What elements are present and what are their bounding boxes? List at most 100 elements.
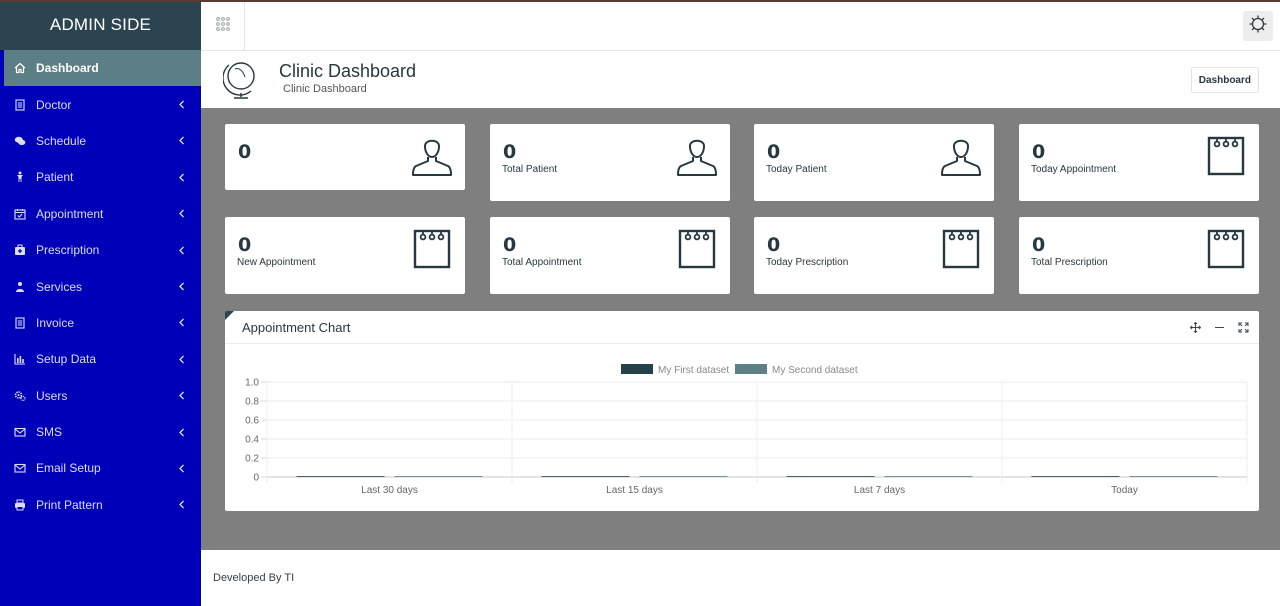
chart-panel-title: Appointment Chart: [242, 320, 351, 335]
legend-swatch: [621, 364, 653, 374]
sidebar-item-label: Print Pattern: [36, 497, 103, 512]
stat-label: Total Patient: [502, 164, 558, 175]
envelope-icon: [12, 461, 28, 475]
user-icon: [940, 135, 982, 177]
app-grid-button[interactable]: [201, 2, 245, 50]
notepad-icon: [1205, 228, 1247, 270]
page-header: Clinic Dashboard Clinic Dashboard Dashbo…: [201, 51, 1280, 108]
sidebar-item-label: Invoice: [36, 315, 75, 330]
y-tick-label: 0.8: [245, 397, 259, 408]
home-icon: [12, 61, 28, 75]
sidebar-item-sms[interactable]: SMS: [0, 414, 201, 450]
panel-corner-marker: [225, 311, 234, 320]
stat-card-total-patient[interactable]: 0 Total Patient: [490, 124, 730, 201]
chart-bar: [1129, 476, 1218, 477]
page-subtitle: Clinic Dashboard: [283, 83, 367, 95]
chevron-left-icon: [176, 354, 186, 364]
legend-swatch: [735, 364, 767, 374]
chevron-left-icon: [176, 391, 186, 401]
notepad-icon: [676, 228, 718, 270]
stat-card-total-prescription[interactable]: 0 Total Prescription: [1019, 217, 1259, 294]
chevron-left-icon: [176, 463, 186, 473]
appointment-chart-panel: Appointment Chart My First dataset My Sec…: [225, 311, 1259, 511]
page-title: Clinic Dashboard: [279, 61, 417, 81]
move-icon[interactable]: [1189, 321, 1201, 333]
sidebar-item-email-setup[interactable]: Email Setup: [0, 450, 201, 486]
top-accent-bar: [0, 0, 1280, 2]
sidebar-item-print-pattern[interactable]: Print Pattern: [0, 487, 201, 523]
envelope-icon: [12, 425, 28, 439]
chevron-left-icon: [176, 500, 186, 510]
chevron-left-icon: [176, 209, 186, 219]
legend-label: My Second dataset: [772, 365, 858, 376]
notepad-icon: [411, 228, 453, 270]
sidebar-item-label: Services: [36, 279, 83, 294]
sidebar-item-services[interactable]: Services: [0, 268, 201, 304]
chart-bar: [1031, 476, 1120, 477]
x-tick-label: Last 15 days: [606, 485, 663, 496]
top-bar: [201, 2, 1280, 51]
stat-label: New Appointment: [237, 257, 316, 268]
x-tick-label: Last 30 days: [361, 485, 418, 496]
sidebar-item-patient[interactable]: Patient: [0, 159, 201, 195]
chevron-left-icon: [176, 136, 186, 146]
chart-bar: [786, 476, 875, 477]
stat-card-today-prescription[interactable]: 0 Today Prescription: [754, 217, 994, 294]
stat-value: 0: [238, 234, 252, 256]
sidebar-item-appointment[interactable]: Appointment: [0, 196, 201, 232]
user-icon: [411, 135, 453, 177]
y-tick-label: 0.6: [245, 416, 259, 427]
sidebar-item-label: Dashboard: [36, 61, 99, 76]
chart-bar: [541, 476, 630, 477]
legend-label: My First dataset: [658, 365, 729, 376]
chevron-left-icon: [176, 100, 186, 110]
stat-card-total-appointment[interactable]: 0 Total Appointment: [490, 217, 730, 294]
sidebar-item-users[interactable]: Users: [0, 378, 201, 414]
sidebar-item-setup-data[interactable]: Setup Data: [0, 341, 201, 377]
sidebar-item-prescription[interactable]: Prescription: [0, 232, 201, 268]
chat-icon: [12, 134, 28, 148]
sidebar-item-invoice[interactable]: Invoice: [0, 305, 201, 341]
sidebar-item-label: Setup Data: [36, 352, 97, 367]
medkit-icon: [12, 243, 28, 257]
breadcrumb[interactable]: Dashboard: [1190, 67, 1259, 93]
x-tick-label: Today: [1111, 485, 1138, 496]
chevron-left-icon: [176, 318, 186, 328]
document-icon: [12, 98, 28, 112]
stat-value: 0: [1032, 141, 1046, 163]
footer: Developed By TI: [201, 550, 1280, 606]
stat-card-new-appointment[interactable]: 0 New Appointment: [225, 217, 465, 294]
stat-label: Today Prescription: [766, 257, 849, 268]
sidebar-item-label: SMS: [36, 425, 63, 440]
expand-icon[interactable]: [1237, 321, 1249, 333]
sidebar: ADMIN SIDE Dashboard Doctor Schedule: [0, 0, 201, 606]
brand-title[interactable]: ADMIN SIDE: [0, 0, 201, 50]
sidebar-item-dashboard[interactable]: Dashboard: [4, 50, 201, 87]
sidebar-nav: Dashboard Doctor Schedule Patient: [0, 50, 201, 523]
chart-bar: [296, 476, 385, 477]
settings-button[interactable]: [1243, 11, 1273, 41]
bar-chart-icon: [12, 352, 28, 366]
sidebar-item-doctor[interactable]: Doctor: [0, 86, 201, 122]
stat-card-today-appointment[interactable]: 0 Today Appointment: [1019, 124, 1259, 201]
sidebar-item-label: Prescription: [36, 243, 100, 258]
footer-credit: Developed By TI: [213, 572, 295, 584]
stat-card-today-patient[interactable]: 0 Today Patient: [754, 124, 994, 201]
chevron-left-icon: [176, 245, 186, 255]
sidebar-item-label: Doctor: [36, 97, 72, 112]
stat-label: Today Patient: [766, 164, 827, 175]
stat-card[interactable]: 0: [225, 124, 465, 190]
chart-panel-header: Appointment Chart: [225, 311, 1259, 344]
chevron-left-icon: [176, 172, 186, 182]
stat-label: Total Prescription: [1031, 257, 1108, 268]
grid-icon: [215, 16, 231, 37]
sidebar-item-schedule[interactable]: Schedule: [0, 123, 201, 159]
sidebar-item-label: Patient: [36, 170, 74, 185]
minimize-icon[interactable]: [1213, 321, 1225, 333]
stat-value: 0: [767, 141, 781, 163]
globe-icon: [222, 57, 259, 101]
user-icon: [676, 135, 718, 177]
stat-value: 0: [503, 234, 517, 256]
sidebar-item-label: Email Setup: [36, 461, 101, 476]
sidebar-item-label: Schedule: [36, 133, 87, 148]
